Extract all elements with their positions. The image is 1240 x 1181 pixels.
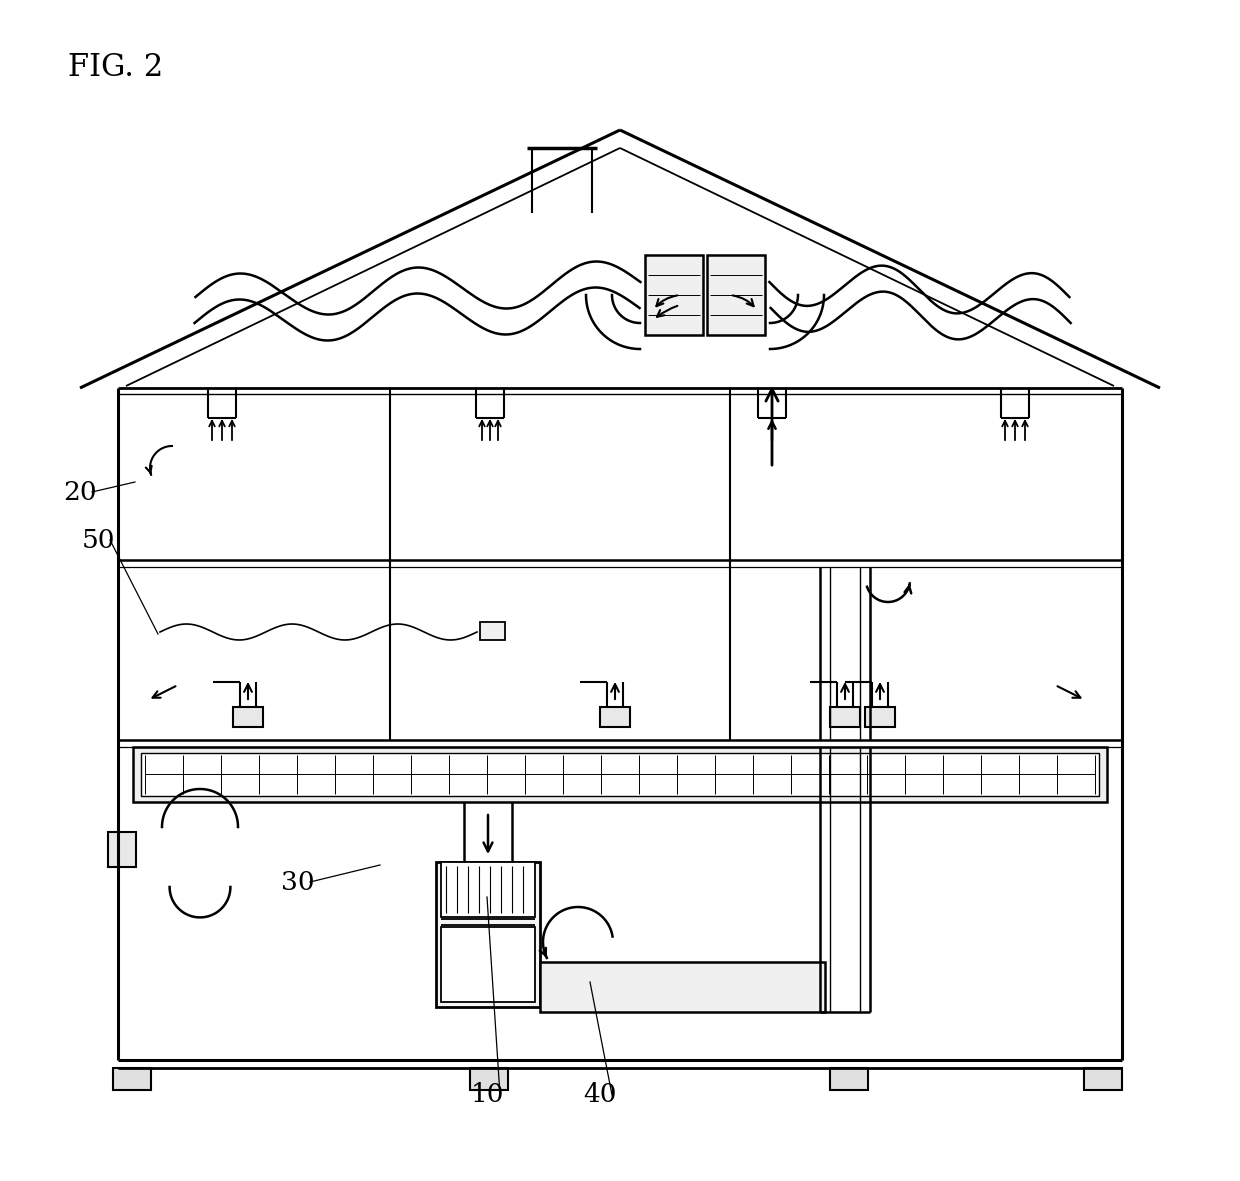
Bar — [108, 831, 136, 867]
Bar — [830, 707, 861, 727]
Bar — [707, 255, 765, 335]
Bar — [1084, 1068, 1122, 1090]
Text: FIG. 2: FIG. 2 — [68, 52, 164, 84]
Bar — [539, 963, 825, 1012]
Bar — [480, 622, 505, 640]
Bar — [133, 748, 1107, 802]
Bar — [141, 753, 1099, 796]
Bar — [233, 707, 263, 727]
Bar — [645, 255, 703, 335]
Bar — [441, 927, 534, 1001]
Bar — [866, 707, 895, 727]
Bar — [830, 1068, 868, 1090]
Bar — [436, 862, 539, 1007]
Bar — [600, 707, 630, 727]
Text: 30: 30 — [281, 869, 315, 894]
Text: 40: 40 — [583, 1083, 616, 1108]
Bar — [441, 862, 534, 916]
Text: 50: 50 — [82, 528, 115, 553]
Text: 10: 10 — [471, 1083, 505, 1108]
Bar — [470, 1068, 508, 1090]
Text: 20: 20 — [63, 479, 97, 504]
Bar — [113, 1068, 151, 1090]
